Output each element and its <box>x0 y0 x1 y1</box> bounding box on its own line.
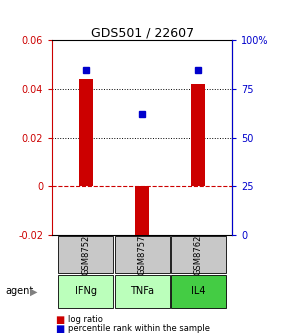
Title: GDS501 / 22607: GDS501 / 22607 <box>90 26 194 39</box>
Bar <box>191 84 205 186</box>
Bar <box>115 236 170 273</box>
Bar <box>135 186 149 243</box>
Text: percentile rank within the sample: percentile rank within the sample <box>68 324 210 333</box>
Bar <box>171 236 226 273</box>
Text: agent: agent <box>6 286 34 296</box>
Text: GSM8752: GSM8752 <box>81 235 90 275</box>
Bar <box>115 275 170 308</box>
Bar <box>171 275 226 308</box>
Bar <box>58 236 113 273</box>
Text: log ratio: log ratio <box>68 316 103 324</box>
Text: IFNg: IFNg <box>75 287 97 296</box>
Text: GSM8762: GSM8762 <box>194 234 203 275</box>
Text: TNFa: TNFa <box>130 287 154 296</box>
Text: ■: ■ <box>55 324 64 334</box>
Bar <box>79 79 93 186</box>
Text: ▶: ▶ <box>30 286 37 296</box>
Text: GSM8757: GSM8757 <box>137 234 147 275</box>
Text: IL4: IL4 <box>191 287 206 296</box>
Bar <box>58 275 113 308</box>
Text: ■: ■ <box>55 315 64 325</box>
